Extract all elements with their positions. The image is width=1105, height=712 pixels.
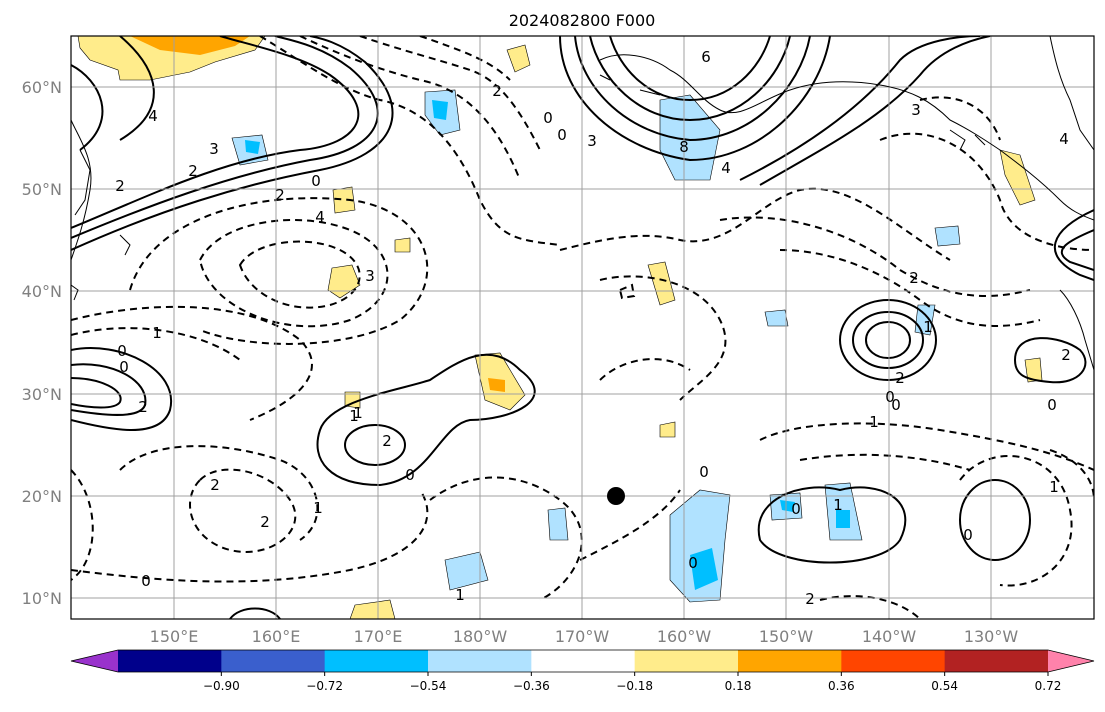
colorbar-segment xyxy=(634,650,739,672)
contour-label: 3 xyxy=(365,267,375,285)
lon-label: 140°W xyxy=(862,627,917,646)
lat-label: 60°N xyxy=(22,78,62,97)
colorbar-segment xyxy=(738,650,842,672)
contour-label: 3 xyxy=(587,132,597,150)
contour-label: 1 xyxy=(313,499,323,517)
colorbar-tick-label: −0.36 xyxy=(513,679,550,693)
colorbar-tick-label: 0.36 xyxy=(828,679,855,693)
contour-label: 3 xyxy=(209,140,219,158)
colorbar-ticks: −0.90 −0.72 −0.54 −0.36 −0.18 0.18 0.36 0.54 0.7… xyxy=(203,672,1062,693)
contour-label: 2 xyxy=(909,269,919,287)
contour-label: 0 xyxy=(557,126,567,144)
contour-label: 1 xyxy=(349,407,359,425)
contour-label: 1 xyxy=(353,404,363,422)
contour-label: 0 xyxy=(699,463,709,481)
contour-label: 2 xyxy=(492,82,502,100)
contour-label: 4 xyxy=(1059,130,1069,148)
lat-label: 20°N xyxy=(22,487,62,506)
colorbar-outline xyxy=(70,649,1095,673)
lon-label: 150°W xyxy=(759,627,814,646)
contour-label: 1 xyxy=(152,324,162,342)
contour-label: 2 xyxy=(210,476,220,494)
contour-label: 0 xyxy=(141,572,151,590)
negative-shading xyxy=(231,89,961,603)
contour-label: 0 xyxy=(891,396,901,414)
colorbar-segment xyxy=(221,650,326,672)
contour-label: 4 xyxy=(148,107,158,125)
colorbar-extend-high xyxy=(1048,650,1094,672)
contour-label: 0 xyxy=(405,466,415,484)
contour-label: 0 xyxy=(119,358,129,376)
colorbar-extend-low xyxy=(71,650,118,672)
contour-label: 0 xyxy=(791,500,801,518)
contour-label: 2 xyxy=(275,186,285,204)
contour-label: 0 xyxy=(688,554,698,572)
contour-label: 8 xyxy=(679,138,689,156)
colorbar-segment xyxy=(118,650,222,672)
lon-label: 170°W xyxy=(555,627,610,646)
colorbar-tick-label: 0.18 xyxy=(725,679,752,693)
lat-label: 30°N xyxy=(22,385,62,404)
longitude-labels: 150°E 160°E 170°E 180°W 170°W 160°W 150°… xyxy=(150,627,1019,646)
contour-label: 0 xyxy=(885,388,895,406)
map-frame xyxy=(70,35,1095,620)
latitude-labels: 60°N 50°N 40°N 30°N 20°N 10°N xyxy=(22,78,62,608)
colorbar-tick-label: −0.54 xyxy=(410,679,447,693)
lon-label: 180°W xyxy=(453,627,508,646)
contour-label: 6 xyxy=(701,48,711,66)
colorbar-tick-label: 0.72 xyxy=(1035,679,1062,693)
contour-label: 0 xyxy=(311,172,321,190)
contour-label: 2 xyxy=(188,162,198,180)
contour-label: 2 xyxy=(1061,346,1071,364)
graticule xyxy=(71,36,1094,619)
contour-label: 1 xyxy=(455,586,465,604)
colorbar-tick-label: −0.90 xyxy=(203,679,240,693)
contour-label: 3 xyxy=(911,101,921,119)
colorbar-tick-label: −0.72 xyxy=(306,679,343,693)
contour-label: 2 xyxy=(382,432,392,450)
colorbar-segment xyxy=(324,650,429,672)
contour-label: 0 xyxy=(1047,396,1057,414)
location-marker xyxy=(607,487,625,505)
lon-label: 150°E xyxy=(150,627,199,646)
contour-label: 2 xyxy=(260,513,270,531)
lat-label: 50°N xyxy=(22,180,62,199)
contour-label: 2 xyxy=(138,398,148,416)
contour-label: 1 xyxy=(923,318,933,336)
lat-label: 10°N xyxy=(22,589,62,608)
colorbar-segment xyxy=(944,650,1049,672)
contour-label: 4 xyxy=(721,159,731,177)
contour-label: 0 xyxy=(117,342,127,360)
contour-label: 2 xyxy=(115,177,125,195)
colorbar-segment xyxy=(428,650,532,672)
lon-label: 130°W xyxy=(964,627,1019,646)
contour-label: 1 xyxy=(833,496,843,514)
contour-label: 2 xyxy=(895,369,905,387)
colorbar-segment xyxy=(531,650,636,672)
contour-label: 0 xyxy=(543,109,553,127)
lon-label: 170°E xyxy=(354,627,403,646)
solid-contours xyxy=(71,36,1094,619)
contour-label: 1 xyxy=(1049,478,1059,496)
contour-label: 4 xyxy=(315,208,325,226)
colorbar-tick-label: −0.18 xyxy=(616,679,653,693)
coastlines xyxy=(71,36,1094,371)
lon-label: 160°E xyxy=(252,627,301,646)
map-title: 2024082800 F000 xyxy=(509,11,656,30)
lon-label: 160°W xyxy=(657,627,712,646)
colorbar-segment xyxy=(841,650,946,672)
positive-shading xyxy=(77,36,1043,619)
contour-label: 2 xyxy=(805,590,815,608)
contour-label: 0 xyxy=(963,526,973,544)
contour-label: 1 xyxy=(869,413,879,431)
colorbar xyxy=(70,649,1095,673)
colorbar-tick-label: 0.54 xyxy=(931,679,958,693)
lat-label: 40°N xyxy=(22,282,62,301)
